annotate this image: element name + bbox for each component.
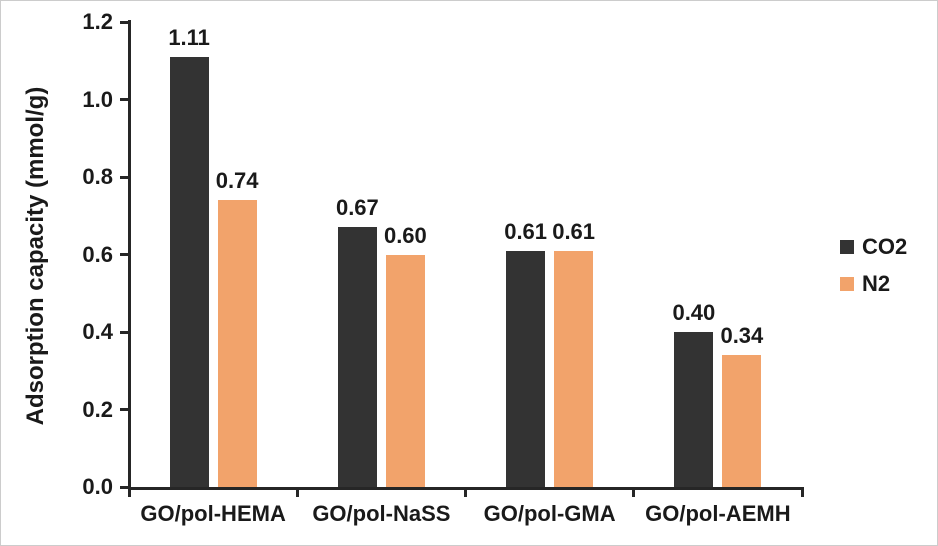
legend-entry-co2: CO2 <box>840 233 907 261</box>
x-axis-category-label: GO/pol-HEMA <box>140 501 286 526</box>
y-axis-tick <box>119 20 131 24</box>
value-label-n2-1: 0.74 <box>215 168 259 194</box>
y-axis-tick <box>119 485 131 489</box>
y-axis-tick <box>119 408 131 411</box>
y-axis-tick <box>119 330 131 334</box>
x-axis-category-label: GO/pol-NaSS <box>312 501 451 526</box>
y-axis-tick-label: 0.2 <box>82 396 113 422</box>
bar-n2-1 <box>217 200 257 487</box>
value-label-co2-4: 0.40 <box>672 300 716 325</box>
legend-label-n2: N2 <box>862 271 891 296</box>
y-axis-tick-label: 0.8 <box>82 164 113 189</box>
y-axis-tick-label: 0.0 <box>82 474 113 499</box>
x-axis-tick <box>295 487 299 497</box>
bar-n2-3 <box>554 250 594 487</box>
legend-marker-co2 <box>840 240 854 254</box>
y-axis-tick <box>119 175 131 179</box>
y-axis-tick-label: 0.6 <box>82 241 113 267</box>
y-axis-tick-label: 1.0 <box>82 86 113 112</box>
legend-marker-n2 <box>840 277 854 291</box>
value-label-co2-2: 0.67 <box>335 195 379 221</box>
bar-co2-2 <box>337 227 377 487</box>
bar-co2-4 <box>674 332 714 487</box>
bar-n2-2 <box>385 254 425 487</box>
legend-entry-n2: N2 <box>840 270 890 298</box>
x-axis-category-label: GO/pol-AEMH <box>645 501 791 526</box>
legend-label-co2: CO2 <box>862 234 908 259</box>
value-label-n2-3: 0.61 <box>552 218 596 244</box>
y-axis-tick <box>119 98 131 101</box>
y-axis-line <box>127 20 131 497</box>
value-label-co2-3: 0.61 <box>504 218 548 244</box>
x-axis-category-label: GO/pol-GMA <box>483 501 616 526</box>
x-axis-tick <box>464 487 467 497</box>
value-label-n2-4: 0.34 <box>720 323 764 349</box>
y-axis-title: Adsorption capacity (mmol/g) <box>22 86 49 426</box>
value-label-n2-2: 0.60 <box>383 222 427 248</box>
value-label-co2-1: 1.11 <box>168 24 210 50</box>
bar-co2-3 <box>506 250 546 487</box>
y-axis-tick-label: 1.2 <box>82 9 113 34</box>
bar-co2-1 <box>169 56 209 487</box>
bar-n2-4 <box>722 355 762 487</box>
y-axis-tick <box>119 253 131 256</box>
y-axis-tick-label: 0.4 <box>82 319 113 344</box>
x-axis-tick <box>800 487 804 497</box>
x-axis-tick <box>632 487 636 497</box>
